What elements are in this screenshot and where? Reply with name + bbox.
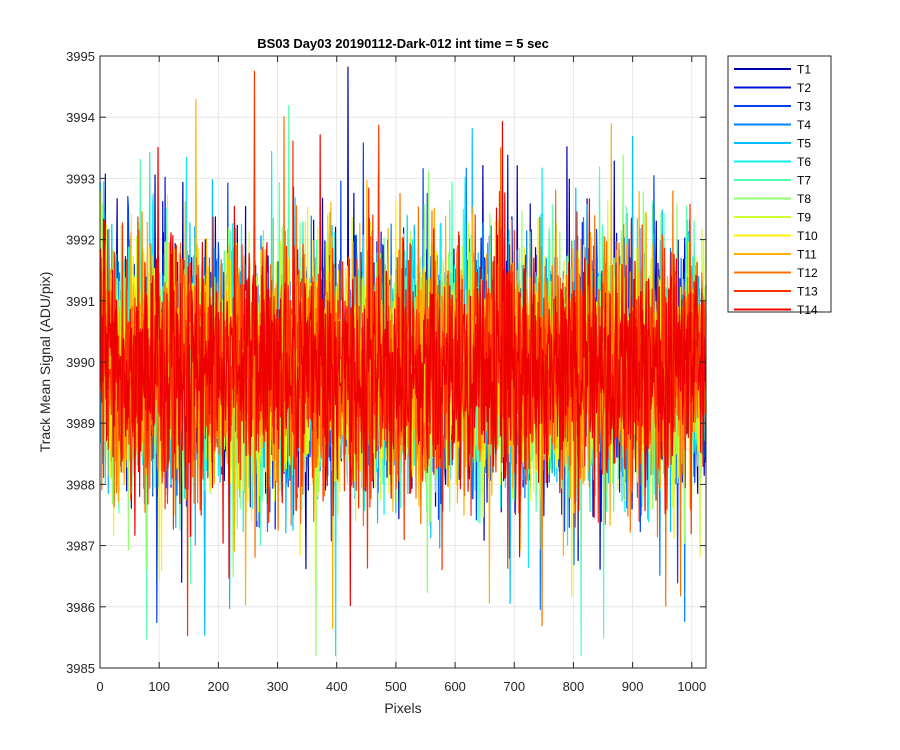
y-tick-label: 3986 xyxy=(66,600,95,615)
legend-label-t7: T7 xyxy=(797,174,811,188)
x-tick-label: 100 xyxy=(148,679,170,694)
y-tick-label: 3991 xyxy=(66,294,95,309)
y-tick-label: 3989 xyxy=(66,416,95,431)
x-tick-label: 900 xyxy=(622,679,644,694)
x-tick-label: 600 xyxy=(444,679,466,694)
series-group xyxy=(99,66,707,657)
x-tick-label: 500 xyxy=(385,679,407,694)
legend-label-t1: T1 xyxy=(797,63,811,77)
x-tick-label: 200 xyxy=(208,679,230,694)
legend-label-t6: T6 xyxy=(797,155,811,169)
legend-label-t3: T3 xyxy=(797,100,811,114)
x-tick-label: 1000 xyxy=(677,679,706,694)
y-tick-label: 3994 xyxy=(66,110,95,125)
y-tick-label: 3993 xyxy=(66,171,95,186)
y-tick-labels: 3985 3986 3987 3988 3989 3990 3991 3992 3993 3994… xyxy=(66,49,95,676)
axis-ticks xyxy=(99,55,706,669)
y-tick-label: 3992 xyxy=(66,233,95,248)
chart-title: BS03 Day03 20190112-Dark-012 int time = … xyxy=(257,36,549,51)
legend-label-t4: T4 xyxy=(797,118,811,132)
x-tick-label: 800 xyxy=(563,679,585,694)
legend: T1 T2 T3 T4 T5 T6 T7 T8 T9 T10 T11 T12 T13 T14 xyxy=(727,55,832,317)
x-tick-label: 700 xyxy=(503,679,525,694)
legend-label-t2: T2 xyxy=(797,81,811,95)
y-tick-label: 3987 xyxy=(66,539,95,554)
legend-label-t12: T12 xyxy=(797,266,818,280)
x-tick-labels: 0 100 200 300 400 500 600 700 800 900 1000 xyxy=(96,679,706,694)
legend-label-t14: T14 xyxy=(797,303,818,317)
legend-label-t5: T5 xyxy=(797,137,811,151)
y-axis-label: Track Mean Signal (ADU/pix) xyxy=(37,272,53,453)
legend-label-t8: T8 xyxy=(797,192,811,206)
legend-label-t9: T9 xyxy=(797,211,811,225)
y-tick-label: 3985 xyxy=(66,661,95,676)
x-tick-label: 300 xyxy=(267,679,289,694)
x-tick-label: 400 xyxy=(326,679,348,694)
legend-label-t13: T13 xyxy=(797,285,818,299)
y-tick-label: 3990 xyxy=(66,355,95,370)
legend-label-t11: T11 xyxy=(797,248,817,262)
x-axis-label: Pixels xyxy=(384,700,421,716)
y-tick-label: 3988 xyxy=(66,477,95,492)
legend-label-t10: T10 xyxy=(797,229,818,243)
x-tick-label: 0 xyxy=(96,679,103,694)
series-line-t14 xyxy=(99,121,707,607)
y-tick-label: 3995 xyxy=(66,49,95,64)
legend-box xyxy=(727,55,832,313)
